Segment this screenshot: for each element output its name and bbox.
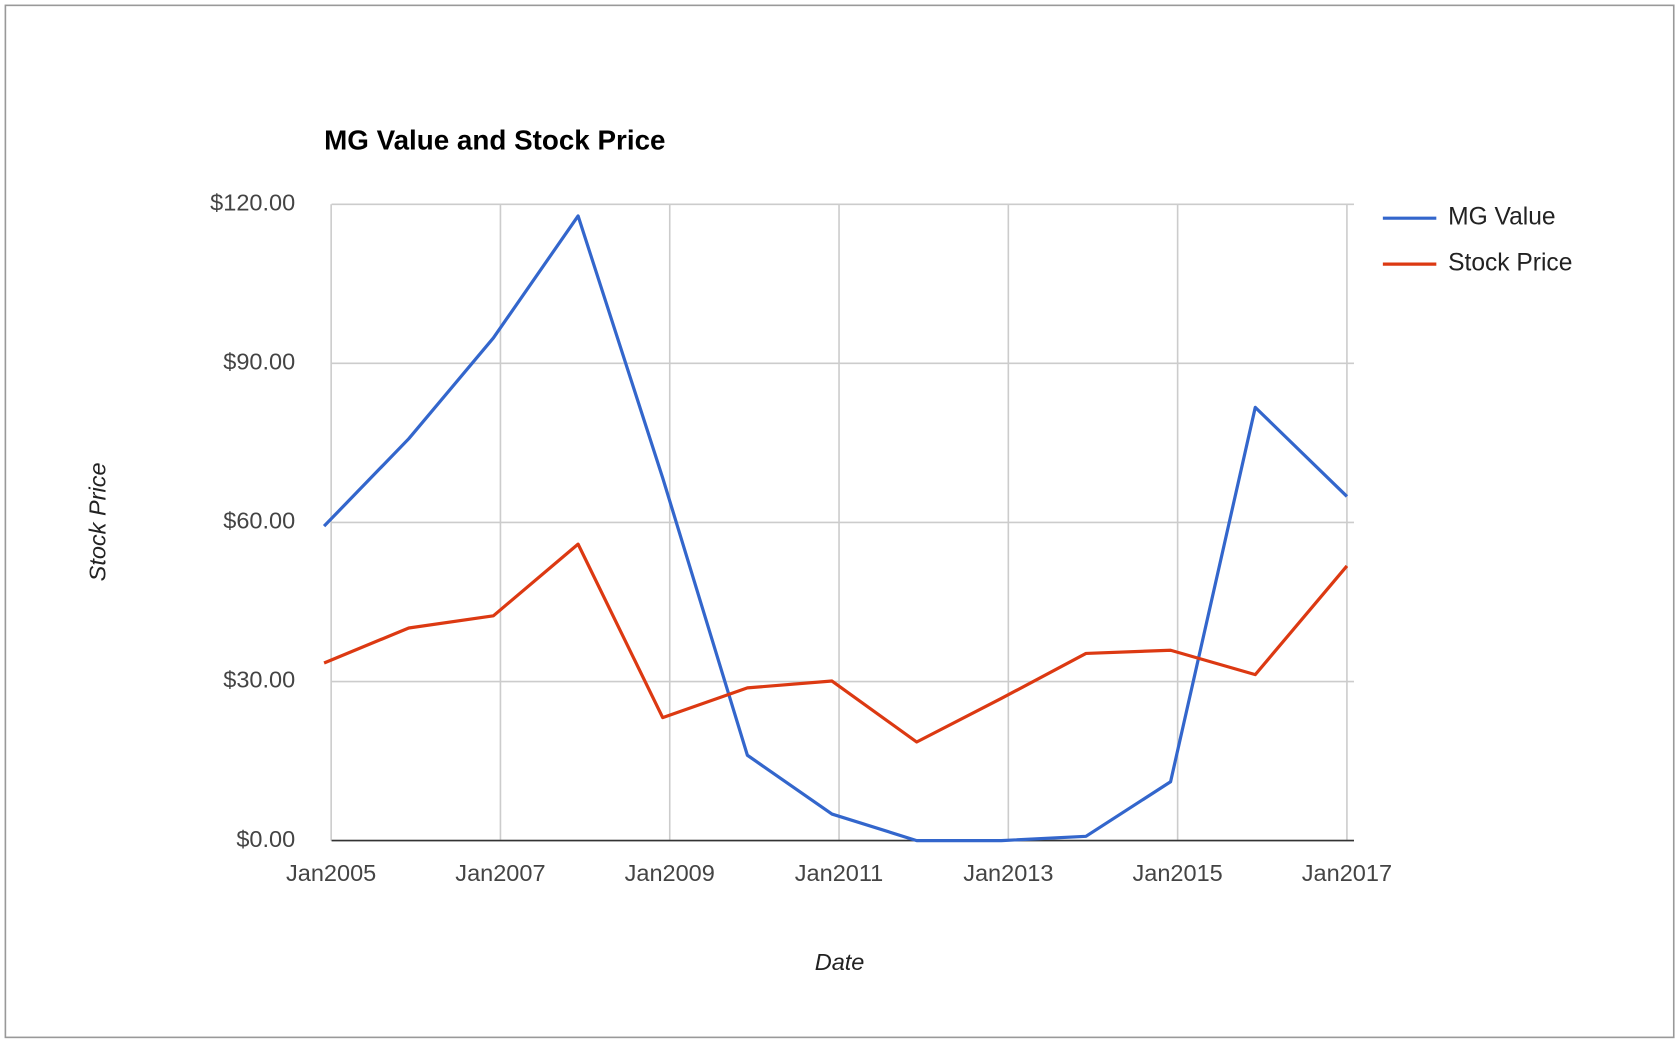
legend-label: Stock Price [1448, 250, 1572, 277]
x-axis-label: Date [815, 949, 865, 975]
y-tick-label: $30.00 [223, 667, 295, 693]
x-tick-label: Jan2015 [1133, 860, 1223, 886]
series-line [323, 542, 1349, 744]
y-tick-label: $90.00 [223, 349, 295, 375]
x-tick-label: Jan2013 [963, 860, 1053, 886]
x-tick-label: Jan2011 [795, 860, 883, 886]
y-tick-label: $60.00 [223, 508, 295, 534]
legend-label: MG Value [1448, 204, 1555, 231]
x-tick-label: Jan2009 [625, 860, 715, 886]
y-tick-label: $0.00 [236, 826, 295, 852]
x-tick-label: Jan2017 [1302, 860, 1392, 886]
y-tick-label: $120.00 [210, 189, 295, 215]
y-axis-label: Stock Price [85, 462, 111, 581]
chart-title: MG Value and Stock Price [324, 125, 665, 156]
x-tick-label: Jan2007 [455, 860, 545, 886]
series-line [322, 214, 1349, 843]
x-tick-label: Jan2005 [286, 860, 376, 886]
